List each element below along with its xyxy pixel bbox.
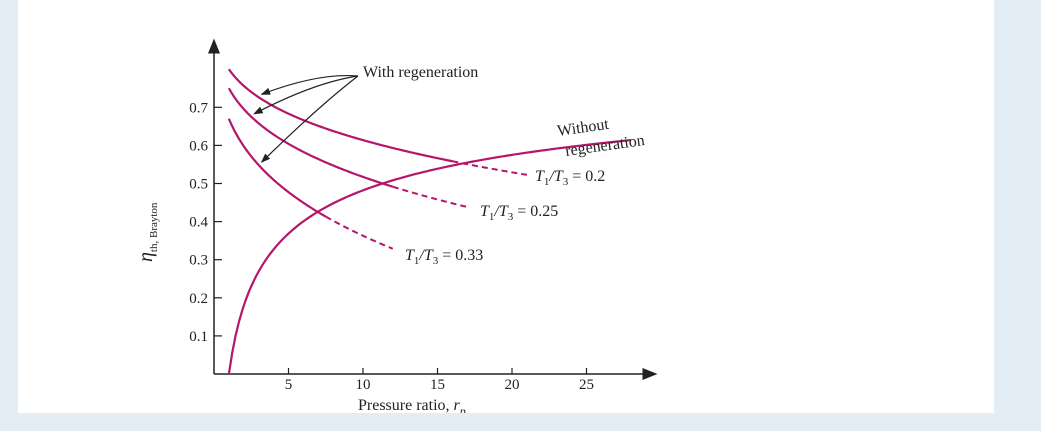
ratio-label: T1/T3 = 0.25 [480,203,558,223]
regeneration-line-solid [227,87,394,188]
y-tick-label: 0.1 [189,329,208,345]
y-tick-label: 0.3 [189,253,208,269]
ratio-label: T1/T3 = 0.33 [405,247,483,267]
x-tick-label: 25 [579,377,594,393]
x-tick-label: 15 [430,377,445,393]
regeneration-pointer [253,75,359,115]
curves [227,68,632,375]
ratio-label: T1/T3 = 0.2 [535,168,605,188]
y-tick-label: 0.6 [189,138,208,154]
regeneration-pointer [260,75,359,163]
axes [208,38,658,380]
regeneration-line-solid [227,118,327,218]
regeneration-pointer [260,74,359,95]
regeneration-line-solid [228,68,453,163]
y-tick-label: 0.7 [189,100,208,116]
regeneration-line-dashed [452,160,528,176]
regeneration-line-dashed [325,215,394,250]
x-tick-label: 5 [285,377,293,393]
chart-panel: 5 10 15 20 25 0.1 0.2 0.3 0.4 0.5 0.6 0.7 Pressure … [18,0,994,413]
y-tick-label: 0.4 [189,215,208,231]
y-tick-label: 0.5 [189,177,208,193]
without-regeneration-line [227,138,632,375]
y-axis-label: ηth, Brayton [135,202,160,262]
regeneration-line-dashed [392,185,468,208]
y-tick-label: 0.2 [189,291,208,307]
without-regeneration-label-line1: Without [556,116,610,140]
ticks: 5 10 15 20 25 0.1 0.2 0.3 0.4 0.5 0.6 0.7 [189,100,594,393]
x-axis-label: Pressure ratio, rp [358,397,466,413]
x-tick-label: 20 [505,377,520,393]
x-tick-label: 10 [356,377,371,393]
brayton-efficiency-chart: 5 10 15 20 25 0.1 0.2 0.3 0.4 0.5 0.6 0.7 Pressure … [135,38,658,413]
with-regeneration-label: With regeneration [363,64,478,81]
